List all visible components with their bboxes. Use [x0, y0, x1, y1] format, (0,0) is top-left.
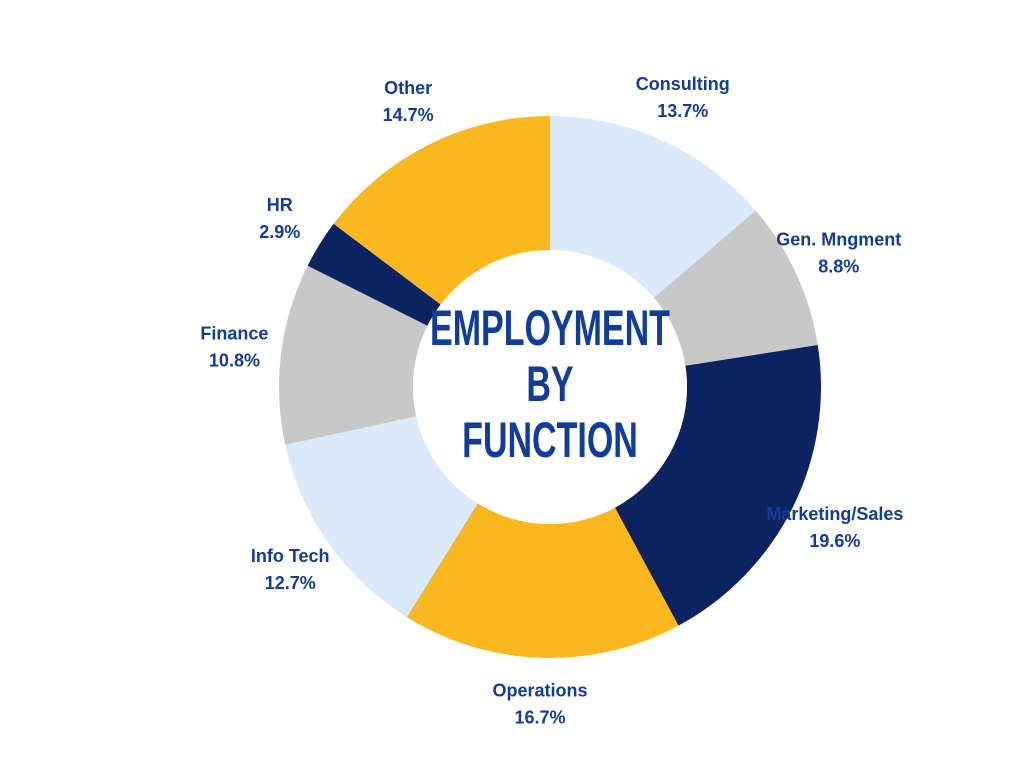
donut-hole — [413, 250, 687, 524]
value-label: 12.7% — [265, 573, 316, 593]
slice-label: Gen. Mngment — [776, 229, 901, 249]
slice-label: Operations — [492, 681, 587, 701]
wedge — [614, 344, 822, 626]
value-label: 14.7% — [383, 105, 434, 125]
wedge — [550, 116, 756, 298]
slice-label: Info Tech — [251, 546, 330, 566]
value-label: 8.8% — [818, 256, 859, 276]
slice-label: Finance — [200, 323, 268, 343]
value-label: 19.6% — [809, 531, 860, 551]
wedge — [279, 265, 428, 445]
slice-label: Consulting — [636, 74, 730, 94]
wedge — [307, 223, 441, 326]
value-label: 16.7% — [514, 708, 565, 728]
slice-label: HR — [267, 195, 293, 215]
chart-title: EMPLOYMENT BY FUNCTION — [430, 300, 670, 468]
slice-label: Marketing/Sales — [766, 504, 903, 524]
value-label: 13.7% — [657, 101, 708, 121]
wedge — [653, 210, 818, 366]
wedge — [333, 116, 550, 305]
wedge — [285, 416, 478, 618]
slice-label: Other — [384, 78, 432, 98]
wedge — [406, 503, 679, 659]
value-label: 2.9% — [259, 222, 300, 242]
value-label: 10.8% — [209, 350, 260, 370]
